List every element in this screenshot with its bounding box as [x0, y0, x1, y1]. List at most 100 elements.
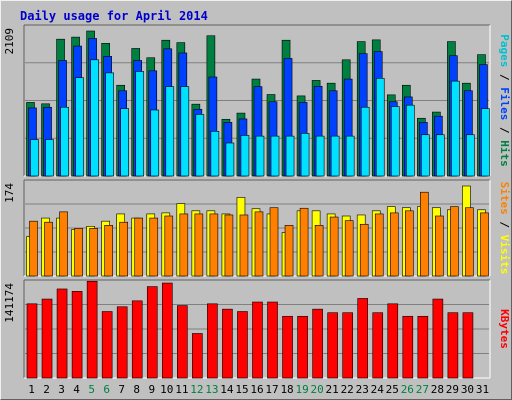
x-tick-label: 24 [371, 383, 385, 396]
x-tick-label: 10 [160, 383, 173, 396]
bar-kbytes [237, 311, 248, 379]
x-tick-label: 4 [73, 383, 80, 396]
x-tick-label: 20 [311, 383, 324, 396]
bar-pages [180, 86, 190, 177]
bar-kbytes [357, 298, 369, 379]
bar-pages [120, 108, 129, 177]
bar-sites [254, 211, 264, 277]
bar-kbytes [192, 333, 203, 379]
bar-pages [165, 86, 175, 177]
bar-kbytes [71, 291, 83, 379]
x-tick-label: 5 [88, 383, 95, 396]
bar-sites [119, 221, 128, 277]
bar-sites [284, 225, 294, 277]
x-tick-label: 21 [326, 383, 339, 396]
bar-kbytes [372, 312, 384, 379]
x-tick-label: 9 [148, 383, 155, 396]
bar-kbytes [282, 315, 293, 379]
bar-kbytes [41, 298, 53, 379]
bar-sites [465, 207, 474, 277]
bar-pages [45, 139, 54, 177]
visits-legend-item: / [498, 215, 511, 235]
hits-legend: Pages / Files / Hits [498, 34, 511, 167]
bar-kbytes [312, 308, 323, 379]
bar-sites [59, 211, 68, 277]
bar-pages [90, 59, 99, 177]
x-tick-label: 16 [250, 383, 263, 396]
kbytes-max-label: 141174 [3, 283, 16, 323]
bar-pages [390, 106, 400, 177]
bar-pages [345, 135, 355, 177]
x-tick-label: 18 [280, 383, 293, 396]
x-tick-label: 11 [175, 383, 188, 396]
x-tick-label: 31 [476, 383, 489, 396]
bar-kbytes [447, 312, 459, 379]
x-tick-label: 13 [205, 383, 218, 396]
bar-pages [406, 104, 415, 177]
visits-legend-item: Visits [498, 235, 511, 275]
x-tick-label: 2 [43, 383, 50, 396]
x-tick-label: 3 [58, 383, 65, 396]
bar-kbytes [402, 315, 414, 379]
bar-kbytes [432, 298, 444, 379]
hits-max-label: 2109 [3, 28, 16, 55]
bar-pages [105, 72, 114, 177]
hits-legend-item: Hits [498, 140, 511, 167]
bar-kbytes [26, 303, 38, 379]
x-tick-label: 30 [461, 383, 474, 396]
hits-legend-item: Files [498, 87, 511, 120]
bar-kbytes [131, 300, 143, 379]
bar-sites [389, 212, 399, 277]
bar-pages [330, 135, 340, 177]
bar-pages [210, 131, 220, 177]
bar-pages [255, 135, 265, 177]
x-tick-label: 23 [356, 383, 369, 396]
kbytes-legend-item: KBytes [498, 309, 511, 349]
bar-sites [224, 214, 234, 277]
x-tick-label: 19 [295, 383, 308, 396]
bar-kbytes [327, 312, 338, 379]
bar-kbytes [116, 306, 128, 379]
bar-pages [375, 78, 385, 177]
bar-sites [314, 225, 324, 277]
bar-sites [344, 220, 354, 277]
visits-legend: Sites / Visits [498, 182, 511, 275]
bar-sites [104, 225, 113, 277]
bar-pages [135, 71, 145, 177]
bar-sites [405, 210, 414, 277]
bar-pages [285, 135, 295, 177]
chart-title: Daily usage for April 2014 [20, 9, 208, 23]
bar-sites [44, 221, 53, 277]
bar-kbytes [177, 305, 188, 379]
bar-sites [269, 207, 279, 277]
bar-pages [360, 106, 370, 177]
x-tick-label: 12 [190, 383, 203, 396]
bar-kbytes [267, 301, 278, 379]
bar-sites [194, 213, 204, 277]
bar-kbytes [146, 286, 158, 379]
hits-legend-item: / [498, 67, 511, 87]
bar-kbytes [161, 282, 173, 379]
bar-sites [164, 215, 174, 277]
bar-sites [480, 212, 489, 277]
bar-sites [359, 223, 369, 277]
bar-kbytes [86, 280, 98, 379]
kbytes-legend: KBytes [498, 309, 511, 349]
bar-sites [209, 213, 219, 277]
bar-kbytes [417, 315, 429, 379]
x-tick-label: 8 [133, 383, 140, 396]
bar-sites [239, 214, 249, 277]
bar-pages [150, 109, 160, 177]
bar-sites [134, 217, 144, 277]
bar-kbytes [462, 312, 474, 379]
bar-kbytes [342, 312, 353, 379]
x-tick-label: 6 [103, 383, 110, 396]
bar-sites [149, 217, 159, 277]
x-tick-label: 25 [386, 383, 399, 396]
bar-pages [466, 134, 475, 177]
bar-kbytes [252, 301, 263, 379]
bar-kbytes [297, 315, 308, 379]
x-tick-label: 14 [220, 383, 234, 396]
bar-kbytes [222, 308, 233, 379]
